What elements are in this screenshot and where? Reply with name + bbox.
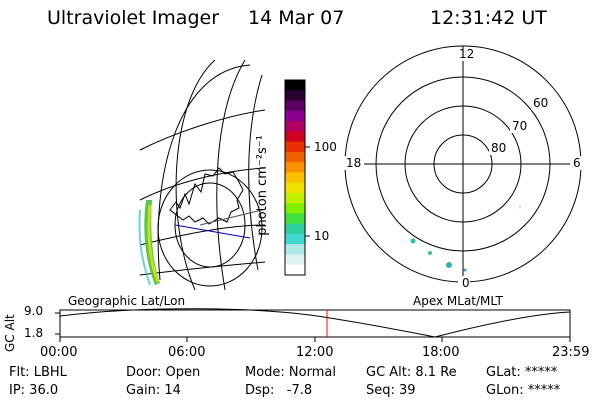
gain-info: Gain: 14 (126, 383, 181, 398)
glat-info: GLat: ***** (486, 365, 558, 380)
colorbar-segment (285, 254, 305, 266)
colorbar-segment (285, 131, 305, 143)
lat-label-70: 70 (512, 119, 528, 133)
colorbar-segment (285, 110, 305, 122)
colorbar-segment (285, 182, 305, 194)
xtick-1: 06:00 (168, 345, 206, 360)
ip-info: IP: 36.0 (9, 383, 59, 398)
colorbar-segment (285, 121, 305, 132)
glon-info: GLon: ***** (486, 383, 561, 398)
mlt-label-6: 6 (573, 156, 581, 170)
colorbar-segment (285, 141, 305, 153)
xtick-2: 12:00 (296, 345, 334, 360)
lat-label-60: 60 (533, 96, 549, 110)
mlt-label-0: 0 (462, 276, 470, 290)
colorbar-segment (285, 192, 305, 204)
time-label: 12:31:42 UT (430, 7, 547, 29)
seq-info: Seq: 39 (366, 383, 416, 398)
colorbar-segment (285, 244, 305, 255)
colorbar-segment (285, 162, 305, 173)
colorbar-tick-100: 100 (314, 140, 337, 154)
ytick-top: 9.0 (24, 304, 44, 318)
colorbar-tick-10: 10 (314, 229, 330, 243)
timeline-right-title: Apex MLat/MLT (413, 294, 503, 308)
dsp-info: Dsp: -7.8 (245, 383, 313, 398)
mode-info: Mode: Normal (245, 365, 336, 380)
colorbar-segment (285, 203, 305, 214)
colorbar-segment (285, 100, 305, 112)
colorbar-segment (285, 223, 305, 235)
colorbar-segment (285, 172, 305, 184)
timeline-left-title: Geographic Lat/Lon (68, 294, 186, 308)
xtick-0: 00:00 (40, 345, 78, 360)
lat-label-80: 80 (491, 141, 507, 155)
xtick-4: 23:59 (552, 345, 590, 360)
colorbar-segment (285, 213, 305, 225)
instrument-title: Ultraviolet Imager (47, 7, 220, 29)
date-label: 14 Mar 07 (248, 7, 345, 29)
filter-info: Flt: LBHL (9, 365, 67, 380)
colorbar-segment (285, 151, 305, 163)
mlt-label-18: 18 (346, 156, 362, 170)
colorbar-segment (285, 90, 305, 102)
colorbar-segment (285, 233, 305, 245)
timeline-ylabel: GC Alt (3, 314, 17, 352)
colorbar-segment (285, 80, 305, 91)
mlt-label-12: 12 (459, 47, 475, 61)
door-info: Door: Open (126, 365, 201, 380)
ytick-bottom: 1.8 (24, 326, 44, 340)
colorbar-segment (285, 264, 305, 276)
xtick-3: 18:00 (422, 345, 460, 360)
gc-alt-info: GC Alt: 8.1 Re (366, 365, 457, 380)
